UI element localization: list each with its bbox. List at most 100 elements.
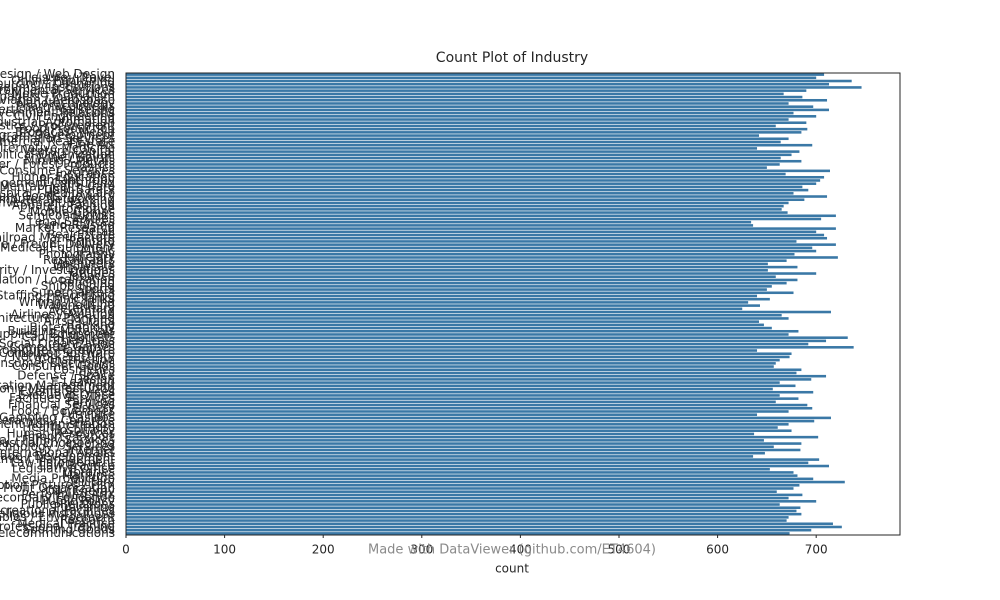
y-tick-label: Legal Services (28, 215, 115, 229)
bar (126, 496, 789, 500)
bar (126, 317, 789, 320)
x-tick-label: 0 (122, 543, 130, 557)
y-tick-label: Health / Fitness (22, 420, 115, 434)
bar (126, 490, 777, 493)
y-tick-label: Electrical / Electronic Manufacturing (0, 382, 115, 396)
bar (126, 185, 803, 189)
bar (126, 336, 848, 339)
y-tick-label: Leisure / Travel (25, 70, 115, 84)
bar (126, 442, 802, 445)
bar (126, 301, 749, 304)
y-tick-label: Alternative Medicine (0, 141, 115, 155)
y-tick-label: Logistics / Procurement (0, 118, 115, 132)
bar (126, 429, 792, 433)
y-tick-label: Restaurants (43, 253, 115, 267)
bar (126, 201, 789, 205)
y-tick-label: Hospitality (51, 423, 115, 437)
bar (126, 493, 803, 497)
bar (126, 451, 765, 455)
bar (126, 243, 836, 246)
y-tick-label: Computer Software (0, 346, 115, 360)
bar (126, 390, 814, 394)
y-tick-label: Import / Export (24, 430, 115, 444)
bar (126, 166, 767, 169)
y-tick-label: Arts / Crafts (44, 314, 115, 328)
y-tick-label: Law Enforcement (11, 455, 116, 469)
plot-frame (125, 72, 901, 536)
y-tick-label: Translation / Localization (0, 272, 115, 286)
bar (126, 291, 794, 295)
bar (126, 285, 772, 288)
bar (126, 381, 780, 384)
y-tick-label: Medical Equipment (0, 240, 115, 254)
y-tick-label: E-Learning (51, 375, 115, 389)
y-tick-label: Professional Training (0, 519, 115, 533)
y-tick-label: Nanotechnology (17, 96, 115, 110)
y-tick-label: International Trade / Development (0, 449, 115, 463)
y-tick-label: Wine / Spirits (36, 151, 115, 165)
bar (126, 259, 787, 262)
y-tick-label: Government Relations (0, 106, 115, 120)
bar (126, 92, 784, 96)
bar (126, 349, 758, 352)
y-tick-label: Gambling / Casinos (0, 410, 115, 424)
bar (126, 365, 774, 368)
y-tick-label: Broadcast Media (15, 125, 115, 139)
y-tick-label: Facilities Services (9, 391, 115, 405)
bar (126, 156, 781, 160)
y-tick-label: Motion Pictures / Film (0, 478, 115, 492)
y-tick-label: Public Policy (41, 494, 115, 508)
bar (126, 333, 789, 336)
bar (126, 137, 789, 141)
y-tick-label: Advertising / Marketing (0, 102, 115, 116)
y-tick-label: Railroad Manufacture (0, 231, 115, 245)
bar (126, 432, 755, 436)
y-tick-label: Glass / Ceramics / Concrete (0, 414, 115, 428)
y-tick-label: Outsourcing / Offshoring (0, 77, 115, 91)
bar (126, 256, 838, 259)
y-tick-label: Medical Practice (17, 516, 115, 530)
y-tick-label: Investment Banking (0, 195, 115, 209)
y-tick-label: Legislative Office (12, 462, 115, 476)
y-tick-label: Textiles (69, 211, 115, 225)
bar (126, 397, 799, 400)
y-tick-label: Online Publishing (11, 74, 115, 88)
bar (126, 124, 776, 128)
y-tick-label: Animation (54, 112, 115, 126)
bar (126, 400, 776, 404)
bar (126, 211, 788, 214)
bar (126, 458, 820, 461)
bar (126, 410, 789, 413)
bar (126, 387, 773, 391)
bar (126, 172, 786, 176)
y-tick-label: Farming (67, 394, 115, 408)
bar (126, 416, 831, 420)
bar (126, 163, 780, 166)
bar (126, 269, 768, 272)
bar (126, 134, 760, 137)
y-tick-label: Management Consulting (0, 176, 115, 190)
y-tick-label: Maritime (62, 468, 115, 482)
chart-title: Count Plot of Industry (436, 50, 588, 66)
y-tick-label: Newspapers / Journalism (0, 90, 115, 104)
x-tick-label: 700 (805, 543, 828, 557)
y-tick-label: Political Organization (0, 147, 115, 161)
y-tick-label: Veterinary (53, 301, 115, 315)
watermark: Made with DataViewer (github.com/ET4604) (368, 543, 656, 558)
y-tick-label: Wholesale (53, 260, 115, 274)
y-tick-label: Warehousing (37, 298, 115, 312)
bar (126, 265, 798, 269)
y-tick-label: Utilities (70, 266, 115, 280)
y-tick-label: Retail (81, 224, 115, 238)
bar (126, 262, 768, 266)
y-tick-label: International Affairs (0, 446, 115, 460)
bar (126, 346, 854, 349)
y-tick-label: Business Supplies / Equipment (0, 327, 115, 341)
bar (126, 307, 743, 311)
bar (126, 426, 778, 429)
bar (126, 159, 802, 163)
bar (126, 516, 789, 519)
y-tick-label: Cosmetics (53, 362, 115, 376)
bar (126, 147, 758, 150)
y-tick-label: Publishing (54, 500, 115, 514)
